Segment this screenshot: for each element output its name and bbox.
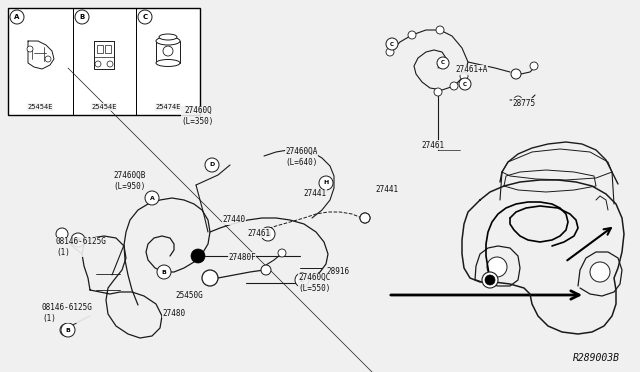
Circle shape xyxy=(360,213,370,223)
Bar xyxy=(8,8,200,115)
Text: 25474E: 25474E xyxy=(156,104,180,110)
Text: 27461+A: 27461+A xyxy=(455,65,488,74)
Circle shape xyxy=(459,78,471,90)
Text: B: B xyxy=(65,327,70,333)
Circle shape xyxy=(482,272,498,288)
Ellipse shape xyxy=(156,60,180,67)
Circle shape xyxy=(408,31,416,39)
Text: 27460QC
(L=550): 27460QC (L=550) xyxy=(298,273,330,293)
Circle shape xyxy=(95,61,101,67)
Circle shape xyxy=(61,323,75,337)
Circle shape xyxy=(157,265,171,279)
Circle shape xyxy=(434,88,442,96)
Text: B: B xyxy=(76,237,81,243)
Text: E: E xyxy=(300,278,304,282)
Text: D: D xyxy=(209,163,214,167)
Circle shape xyxy=(261,227,275,241)
Circle shape xyxy=(261,265,271,275)
Circle shape xyxy=(202,270,218,286)
Circle shape xyxy=(590,262,610,282)
Circle shape xyxy=(511,69,521,79)
Text: 28916: 28916 xyxy=(326,267,349,276)
Text: 27460QB
(L=950): 27460QB (L=950) xyxy=(113,171,145,191)
Text: 08146-6125G
(1): 08146-6125G (1) xyxy=(56,237,107,257)
Circle shape xyxy=(514,96,522,104)
Circle shape xyxy=(360,213,370,223)
Circle shape xyxy=(295,273,309,287)
Circle shape xyxy=(191,249,205,263)
Text: 25454E: 25454E xyxy=(28,104,52,110)
Text: 27440: 27440 xyxy=(222,215,245,224)
Text: A: A xyxy=(150,196,154,201)
Text: C: C xyxy=(463,81,467,87)
Circle shape xyxy=(205,158,219,172)
Circle shape xyxy=(386,48,394,56)
Circle shape xyxy=(60,324,72,336)
Text: B: B xyxy=(79,14,84,20)
Text: 27461: 27461 xyxy=(421,141,444,150)
Text: D: D xyxy=(266,231,271,237)
Circle shape xyxy=(437,57,449,69)
Text: 27480F: 27480F xyxy=(228,253,256,262)
Circle shape xyxy=(145,191,159,205)
Text: 28775: 28775 xyxy=(512,99,535,108)
Circle shape xyxy=(138,10,152,24)
Circle shape xyxy=(27,46,33,52)
Circle shape xyxy=(460,72,468,80)
Bar xyxy=(105,45,111,53)
Ellipse shape xyxy=(156,37,180,45)
Circle shape xyxy=(10,10,24,24)
Circle shape xyxy=(386,38,398,50)
Text: C: C xyxy=(143,14,148,20)
Circle shape xyxy=(319,176,333,190)
Text: 27461: 27461 xyxy=(247,228,270,237)
Text: 25450G: 25450G xyxy=(175,291,203,299)
Circle shape xyxy=(487,257,507,277)
Circle shape xyxy=(107,61,113,67)
Circle shape xyxy=(71,233,85,247)
Circle shape xyxy=(530,62,538,70)
Circle shape xyxy=(163,46,173,56)
Circle shape xyxy=(450,82,458,90)
Circle shape xyxy=(75,10,89,24)
Text: 27441: 27441 xyxy=(375,186,398,195)
Bar xyxy=(97,45,103,53)
Text: R289003B: R289003B xyxy=(573,353,620,363)
Text: H: H xyxy=(323,180,328,186)
Ellipse shape xyxy=(159,34,177,40)
Circle shape xyxy=(436,26,444,34)
Text: C: C xyxy=(390,42,394,46)
Text: 27480: 27480 xyxy=(162,308,185,317)
Text: A: A xyxy=(14,14,20,20)
Circle shape xyxy=(278,249,286,257)
Text: 25454E: 25454E xyxy=(92,104,116,110)
Text: B: B xyxy=(161,269,166,275)
Circle shape xyxy=(485,275,495,285)
Bar xyxy=(156,41,180,63)
Text: 27460QA
(L=640): 27460QA (L=640) xyxy=(285,147,317,167)
Text: C: C xyxy=(441,61,445,65)
Text: 27441: 27441 xyxy=(303,189,326,199)
Text: 08146-6125G
(1): 08146-6125G (1) xyxy=(42,303,93,323)
Circle shape xyxy=(56,228,68,240)
Text: 27460Q
(L=350): 27460Q (L=350) xyxy=(182,106,214,126)
Circle shape xyxy=(45,56,51,62)
